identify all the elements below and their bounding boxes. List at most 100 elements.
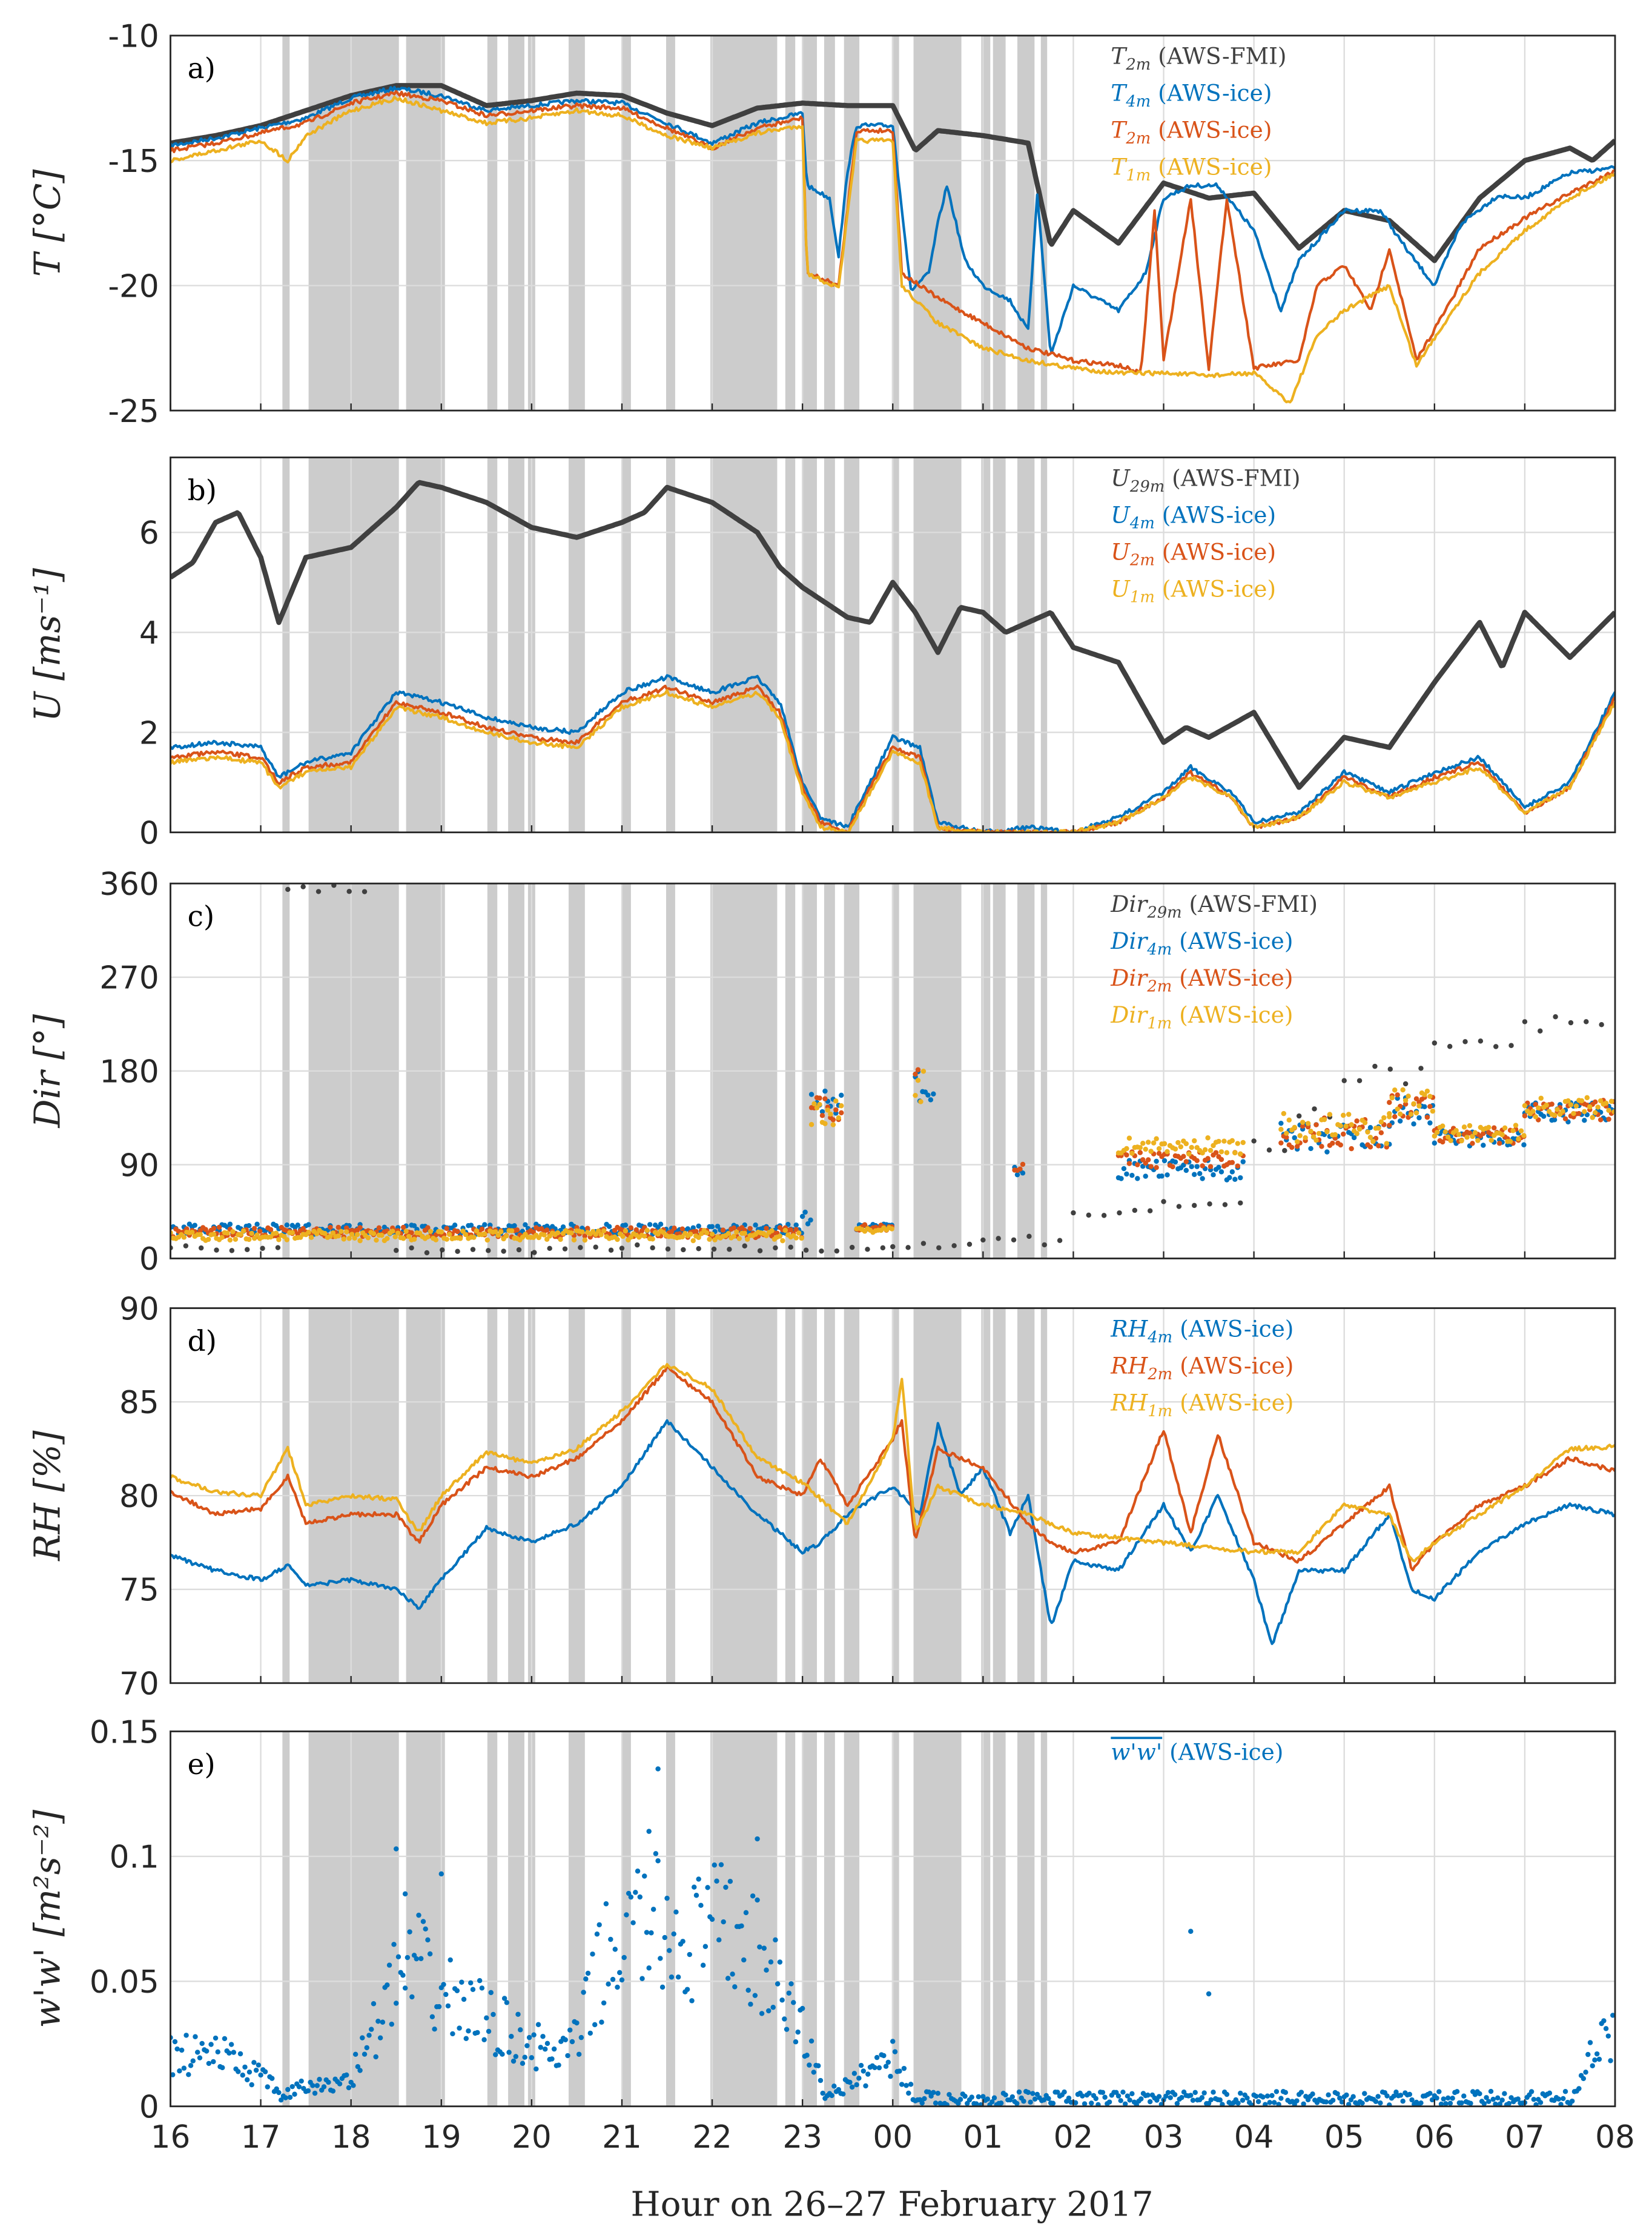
data-point: [1041, 2097, 1047, 2103]
data-point: [1232, 1150, 1238, 1156]
data-point: [1229, 1160, 1235, 1166]
data-point: [755, 1836, 760, 1842]
x-tick-label: 19: [421, 2119, 461, 2156]
data-point: [326, 2079, 331, 2085]
data-point: [915, 1078, 921, 1083]
data-point: [470, 1247, 476, 1252]
data-point: [775, 1981, 781, 1987]
data-point: [1427, 1120, 1433, 1126]
data-point: [1387, 2102, 1392, 2106]
data-point: [689, 1998, 695, 2004]
data-point: [692, 1884, 697, 1890]
data-point: [1488, 2088, 1494, 2094]
legend-source: (AWS-ice): [1172, 965, 1293, 991]
data-point: [1378, 1119, 1384, 1125]
data-point: [1028, 2099, 1033, 2105]
data-point: [371, 2001, 377, 2007]
data-point: [1367, 1135, 1373, 1140]
data-point: [1427, 1104, 1433, 1109]
data-point: [1327, 1112, 1333, 1117]
data-point: [197, 1232, 203, 1238]
data-point: [414, 1956, 419, 1962]
data-point: [593, 1244, 598, 1250]
data-point: [516, 1247, 522, 1253]
data-point: [409, 1994, 415, 2000]
data-point: [500, 2051, 505, 2057]
data-point: [352, 1235, 357, 1241]
data-point: [973, 2101, 979, 2106]
legend-symbol: T: [1111, 43, 1128, 70]
data-point: [1227, 1175, 1232, 1181]
data-point: [1011, 1237, 1017, 1243]
data-point: [1009, 2094, 1016, 2100]
data-point: [1055, 2090, 1060, 2095]
data-point: [1422, 1092, 1427, 1098]
shaded-interval: [710, 457, 778, 833]
data-point: [592, 2022, 598, 2028]
data-point: [429, 2014, 435, 2020]
data-point: [1454, 2089, 1460, 2094]
data-point: [822, 1096, 828, 1101]
data-point: [1560, 1109, 1565, 1114]
data-point: [849, 2084, 855, 2090]
data-point: [215, 2049, 220, 2055]
data-point: [425, 1234, 431, 1240]
data-point: [1493, 2101, 1498, 2106]
data-point: [560, 1224, 566, 1230]
data-point: [1274, 2089, 1280, 2094]
data-point: [1384, 1144, 1390, 1150]
legend-symbol: Dir: [1110, 1001, 1148, 1028]
data-point: [1183, 1141, 1189, 1147]
panel-label: c): [188, 900, 215, 934]
data-point: [1313, 1137, 1319, 1143]
data-point: [357, 2068, 363, 2073]
data-point: [538, 2045, 543, 2050]
data-point: [444, 1226, 449, 1232]
data-point: [269, 2076, 275, 2081]
y-tick-label: -20: [108, 268, 159, 305]
data-point: [541, 1232, 547, 1238]
data-point: [709, 1224, 715, 1230]
legend-subscript: 4m: [1125, 93, 1151, 111]
data-point: [745, 1987, 751, 1993]
data-point: [721, 1919, 726, 1925]
data-point: [808, 1092, 814, 1097]
data-point: [1316, 1130, 1322, 1136]
data-point: [905, 1245, 911, 1250]
y-tick-label: 360: [99, 866, 159, 903]
legend-symbol: U: [1111, 501, 1131, 528]
data-point: [1407, 2091, 1413, 2097]
shaded-interval: [621, 35, 631, 411]
y-tick-label: 0: [139, 815, 159, 851]
data-point: [256, 2062, 262, 2068]
series-line: [170, 85, 1616, 354]
data-point: [445, 2003, 451, 2009]
data-point: [933, 2100, 939, 2106]
data-point: [646, 1965, 652, 1971]
data-point: [1188, 2093, 1194, 2098]
shaded-interval: [621, 457, 631, 833]
data-point: [825, 1107, 831, 1113]
shaded-interval: [308, 35, 399, 411]
data-point: [998, 2100, 1004, 2106]
legend-entry: U1m (AWS-ice): [1111, 575, 1276, 606]
data-point: [1397, 1111, 1403, 1117]
data-point: [379, 1233, 385, 1238]
legend-subscript: 2m: [1129, 552, 1155, 570]
data-point: [1585, 2051, 1591, 2057]
data-point: [744, 1236, 750, 1242]
data-point: [229, 1248, 235, 1253]
data-point: [452, 1222, 458, 1228]
plot-area: [170, 1363, 1616, 1645]
x-tick-label: 17: [241, 2119, 281, 2156]
shaded-interval: [785, 1731, 796, 2106]
data-point: [343, 1229, 349, 1235]
data-point: [947, 2092, 952, 2097]
legend-entry: T2m (AWS-ice): [1111, 117, 1272, 148]
data-point: [768, 1959, 774, 1965]
data-point: [214, 1247, 219, 1253]
legend-subscript: 1m: [1147, 1014, 1172, 1032]
data-point: [1032, 2096, 1038, 2102]
data-point: [1341, 1112, 1346, 1118]
data-point: [170, 2072, 176, 2077]
